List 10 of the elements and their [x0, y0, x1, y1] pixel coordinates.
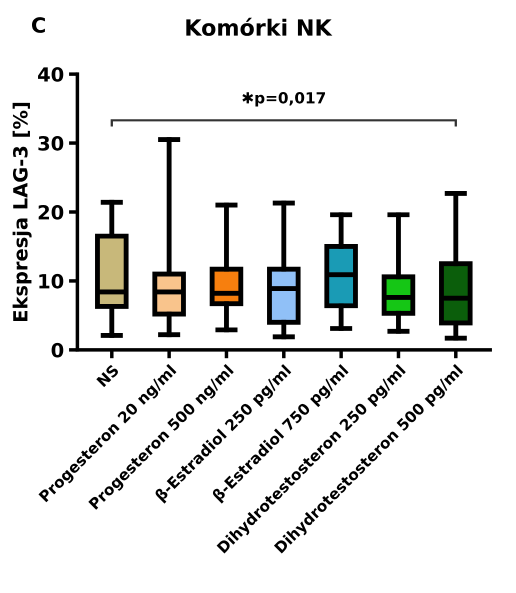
text: C — [32, 17, 45, 33]
y-tick-label: 20 — [38, 204, 64, 220]
annotation: ✱p=0,017 — [242, 92, 326, 107]
y-tick-label: 10 — [39, 274, 64, 289]
y-axis-title: Ekspresja LAG-3 [%] — [12, 102, 32, 322]
x-tick-label: NS — [96, 364, 120, 388]
y-tick-label: 0 — [52, 342, 64, 358]
y-tick-label: 30 — [38, 136, 64, 151]
y-tick-label: 40 — [38, 67, 64, 82]
chart-title: Komórki NK — [186, 18, 332, 36]
